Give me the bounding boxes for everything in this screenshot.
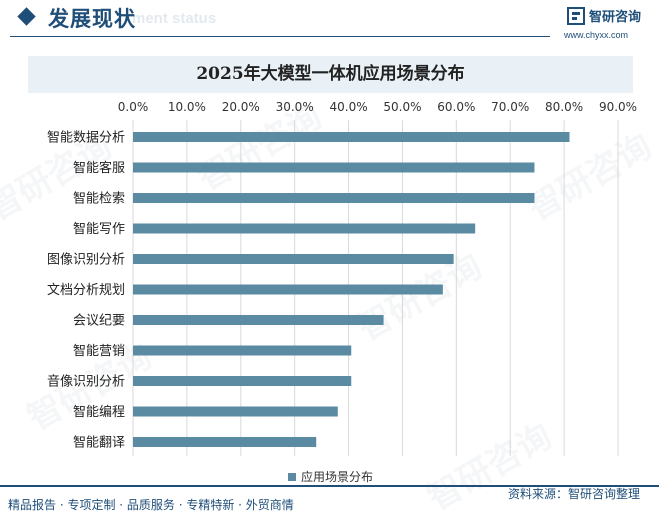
source-note: 资料来源：智研咨询整理 <box>508 487 641 501</box>
bar <box>133 162 535 173</box>
footer-divider <box>0 485 659 487</box>
section-title: 发展现状 <box>48 7 136 31</box>
brand-logo-icon <box>567 6 585 25</box>
category-label: 智能营销 <box>73 344 125 359</box>
category-label: 智能客服 <box>73 160 125 176</box>
category-label: 智能数据分析 <box>47 131 125 146</box>
header-divider <box>10 36 550 37</box>
category-label: 智能写作 <box>73 222 125 237</box>
x-tick-label: 10.0% <box>168 100 206 114</box>
x-tick-label: 0.0% <box>118 100 149 114</box>
bar <box>133 284 443 295</box>
x-tick-label: 80.0% <box>545 100 583 114</box>
x-tick-label: 40.0% <box>329 100 367 114</box>
bar <box>133 254 454 264</box>
brand-logo: 智研咨询 <box>567 6 641 25</box>
category-label: 智能检索 <box>73 192 125 207</box>
legend-label: 应用场景分布 <box>301 469 373 484</box>
x-tick-label: 30.0% <box>276 100 314 114</box>
x-tick-label: 60.0% <box>437 100 475 114</box>
bar <box>133 345 352 356</box>
bar <box>133 315 384 325</box>
footer-tagline: 精品报告 · 专项定制 · 品质服务 · 专精特新 · 外贸商情 <box>8 498 294 512</box>
chart-title-band: 2025年大模型一体机应用场景分布 <box>28 56 633 93</box>
brand-name: 智研咨询 <box>589 10 642 25</box>
chart-title: 2025年大模型一体机应用场景分布 <box>196 64 465 84</box>
category-label: 智能编程 <box>73 405 125 420</box>
category-label: 图像识别分析 <box>47 253 125 268</box>
bar <box>133 406 338 417</box>
x-tick-label: 50.0% <box>383 100 421 114</box>
category-label: 会议纪要 <box>73 314 125 329</box>
section-subtitle: ment status <box>132 10 217 27</box>
category-label: 文档分析规划 <box>47 283 125 298</box>
bar <box>133 437 317 447</box>
bar <box>133 376 352 386</box>
x-tick-label: 90.0% <box>599 100 637 114</box>
category-label: 音像识别分析 <box>47 374 125 390</box>
bar <box>133 132 570 142</box>
brand-url: www.chyxx.com <box>564 30 629 40</box>
x-tick-label: 70.0% <box>491 100 529 114</box>
legend-swatch <box>288 473 296 481</box>
category-label: 智能翻译 <box>73 436 125 451</box>
x-tick-label: 20.0% <box>222 100 260 114</box>
bar <box>133 223 476 234</box>
bar <box>133 193 535 203</box>
page-header: ment status 发展现状 智研咨询 www.chyxx.com <box>0 0 659 42</box>
